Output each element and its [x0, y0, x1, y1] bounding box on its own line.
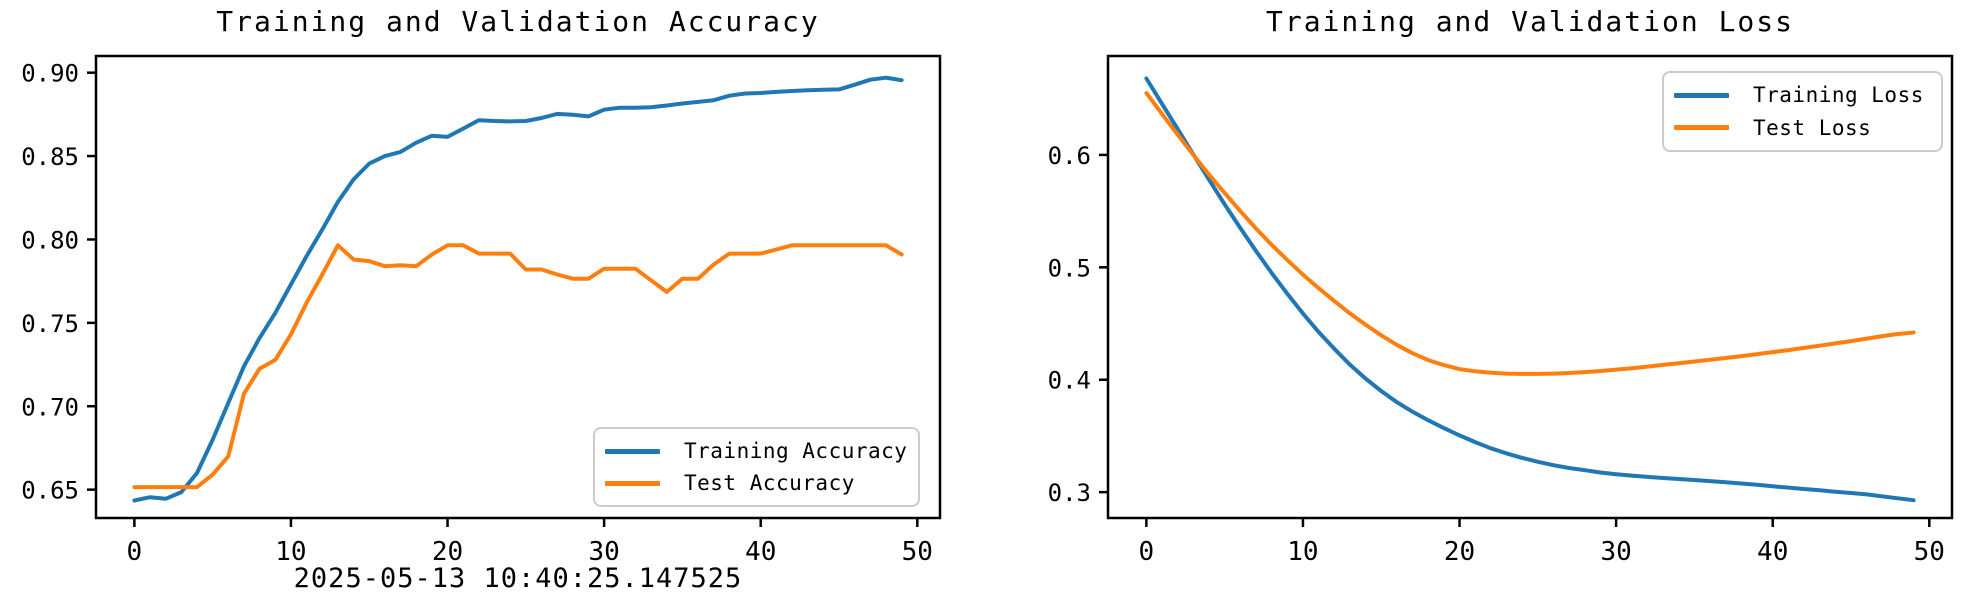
y-tick-label: 0.90	[21, 60, 79, 88]
test-loss-line-swatch	[1674, 125, 1729, 131]
training-accuracy-line	[132, 75, 904, 503]
x-tick-label: 20	[432, 537, 463, 567]
x-tick-label: 20	[1444, 537, 1475, 567]
legend-label: Training Accuracy	[684, 439, 908, 463]
training-loss-line-swatch	[1674, 92, 1729, 98]
y-tick-label: 0.3	[1048, 479, 1091, 507]
legend-label: Test Loss	[1753, 115, 1872, 140]
x-tick-label: 40	[745, 537, 776, 567]
x-tick-label: 30	[1600, 537, 1631, 567]
test-accuracy-line-swatch	[605, 480, 660, 486]
x-tick-label: 50	[1914, 537, 1945, 567]
legend-item-training-loss: Training Loss	[1674, 83, 1931, 107]
y-tick-label: 0.70	[21, 393, 79, 421]
x-tick-label: 40	[1757, 537, 1788, 567]
y-tick-label: 0.75	[21, 310, 79, 338]
x-tick-label: 50	[902, 537, 933, 567]
x-tick-label: 0	[127, 537, 143, 567]
legend-label: Training Loss	[1753, 83, 1924, 108]
x-tick-label: 10	[1287, 537, 1318, 567]
y-tick-label: 0.4	[1048, 367, 1091, 395]
training-accuracy-line-swatch	[605, 448, 660, 454]
test-accuracy-line	[132, 243, 904, 490]
x-tick-label: 10	[275, 537, 306, 567]
accuracy-plot: 0 10 20 30 40 50 0.65 0.70 0.75 0.80 0.85 0.90	[21, 54, 942, 567]
loss-chart-title: Training and Validation Loss	[1265, 5, 1794, 38]
y-tick-label: 0.6	[1048, 142, 1091, 170]
test-loss-line	[1144, 91, 1916, 376]
y-tick-label: 0.80	[21, 226, 79, 254]
loss-legend: Training Loss Test Loss	[1662, 71, 1943, 152]
legend-label: Test Accuracy	[684, 471, 855, 495]
axes-spines	[1106, 54, 1954, 520]
timestamp-label: 2025-05-13 10:40:25.147525	[293, 563, 743, 594]
x-tick-label: 30	[588, 537, 619, 567]
x-tick-label: 0	[1139, 537, 1155, 567]
accuracy-legend: Training Accuracy Test Accuracy	[593, 427, 920, 507]
y-tick-label: 0.65	[21, 477, 79, 505]
loss-plot: 0 10 20 30 40 50 0.3 0.4 0.5 0.6	[1048, 54, 1954, 567]
y-tick-label: 0.5	[1048, 254, 1091, 282]
legend-item-training-accuracy: Training Accuracy	[605, 439, 908, 463]
legend-item-test-accuracy: Test Accuracy	[605, 471, 908, 495]
axes-spines	[94, 54, 942, 520]
training-loss-line	[1144, 76, 1916, 503]
accuracy-chart-title: Training and Validation Accuracy	[216, 5, 820, 38]
legend-item-test-loss: Test Loss	[1674, 116, 1931, 140]
y-tick-label: 0.85	[21, 143, 79, 171]
